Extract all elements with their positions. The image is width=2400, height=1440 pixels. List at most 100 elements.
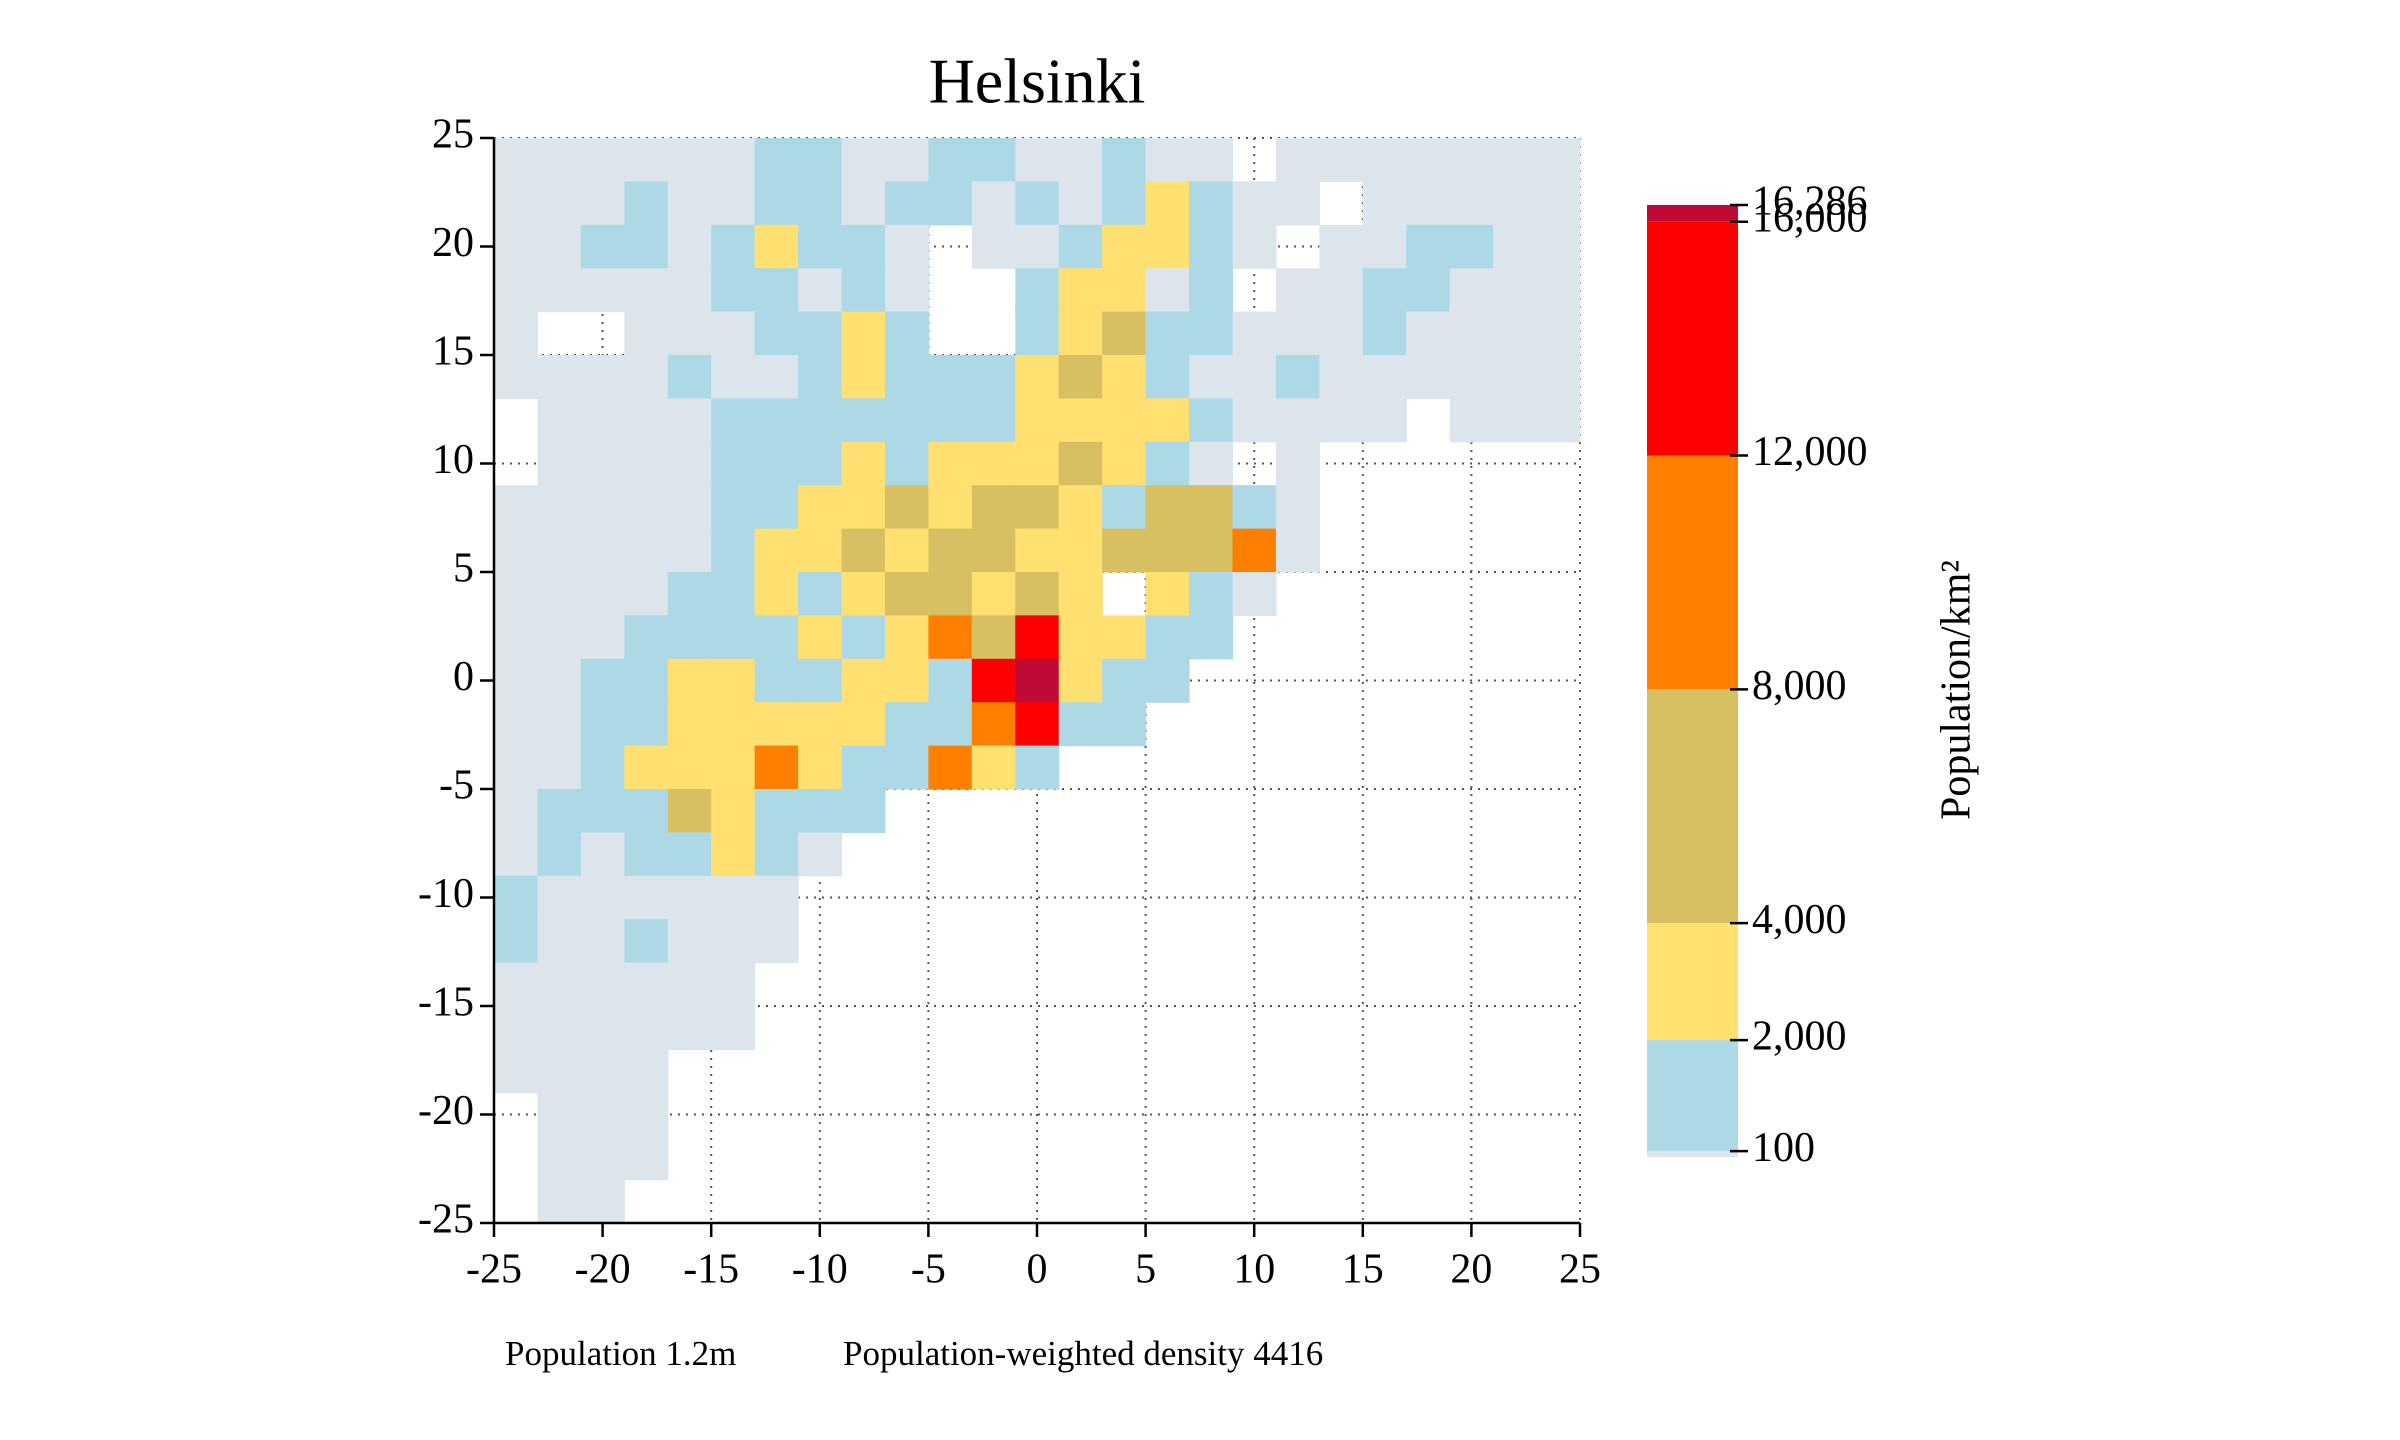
heatmap-cell bbox=[667, 615, 712, 660]
x-tick-label: -15 bbox=[683, 1247, 739, 1293]
heatmap-cell bbox=[580, 832, 625, 877]
heatmap-cell bbox=[1058, 658, 1103, 703]
heatmap-cell bbox=[537, 485, 582, 530]
heatmap-cell bbox=[537, 1049, 582, 1094]
heatmap-cell bbox=[1493, 224, 1538, 269]
heatmap-cell bbox=[580, 789, 625, 833]
heatmap-cell bbox=[1449, 224, 1494, 269]
heatmap-cell bbox=[711, 485, 756, 530]
heatmap-cell bbox=[928, 615, 973, 660]
heatmap-cell bbox=[494, 962, 539, 1007]
heatmap-cell bbox=[841, 268, 886, 313]
heatmap-cell bbox=[1232, 398, 1277, 443]
heatmap-cell bbox=[537, 832, 582, 877]
colorbar-segment bbox=[1647, 689, 1738, 924]
colorbar-tick-label: 16,000 bbox=[1752, 195, 1868, 241]
heatmap-cell bbox=[1102, 311, 1147, 356]
heatmap-cell bbox=[1058, 702, 1103, 747]
heatmap-cell bbox=[1189, 572, 1234, 616]
heatmap-cell bbox=[1493, 311, 1538, 356]
heatmap-cell bbox=[537, 398, 582, 443]
heatmap-cell bbox=[1145, 398, 1190, 443]
heatmap-cell bbox=[1145, 224, 1190, 269]
heatmap-cell bbox=[971, 181, 1016, 226]
heatmap-cell bbox=[1189, 224, 1234, 269]
heatmap-cell bbox=[580, 528, 625, 573]
heatmap-cell bbox=[580, 745, 625, 790]
heatmap-cell bbox=[667, 702, 712, 747]
heatmap-cell bbox=[624, 224, 669, 269]
colorbar-tick-label: 16,286 bbox=[1752, 179, 1868, 225]
heatmap-cell bbox=[1058, 485, 1103, 530]
x-tick-label: -5 bbox=[911, 1247, 946, 1293]
heatmap-cell bbox=[667, 789, 712, 833]
chart-title: Helsinki bbox=[929, 46, 1146, 117]
heatmap-cell bbox=[928, 485, 973, 530]
colorbar-tick-label: 100 bbox=[1752, 1125, 1815, 1171]
heatmap-cell bbox=[667, 875, 712, 920]
heatmap-cell bbox=[754, 658, 799, 703]
heatmap-cell bbox=[1319, 268, 1364, 313]
heatmap-cell bbox=[580, 398, 625, 443]
colorbar-tick-label: 8,000 bbox=[1752, 663, 1847, 709]
heatmap-cell bbox=[711, 441, 756, 486]
heatmap-cell bbox=[711, 875, 756, 920]
heatmap-cell bbox=[494, 572, 539, 616]
y-tick-label: 25 bbox=[432, 112, 474, 158]
heatmap-cell bbox=[711, 962, 756, 1007]
heatmap-cell bbox=[537, 702, 582, 747]
heatmap-cell bbox=[841, 745, 886, 790]
heatmap-cell bbox=[1275, 268, 1320, 313]
heatmap-cell bbox=[841, 181, 886, 226]
heatmap-cell bbox=[667, 528, 712, 573]
heatmap-cell bbox=[580, 1049, 625, 1094]
heatmap-cell bbox=[494, 615, 539, 660]
heatmap-cell bbox=[798, 398, 843, 443]
y-tick-label: 15 bbox=[432, 329, 474, 375]
heatmap-cell bbox=[841, 658, 886, 703]
heatmap-cell bbox=[1015, 615, 1060, 660]
heatmap-cell bbox=[1536, 224, 1581, 269]
heatmap-cell bbox=[1319, 311, 1364, 356]
heatmap-cell bbox=[667, 485, 712, 530]
heatmap-cell bbox=[928, 572, 973, 616]
colorbar-segment bbox=[1647, 205, 1738, 222]
heatmap-cell bbox=[884, 528, 929, 573]
heatmap-cell bbox=[754, 441, 799, 486]
heatmap-cell bbox=[580, 441, 625, 486]
colorbar-tick-label: 2,000 bbox=[1752, 1014, 1847, 1060]
heatmap-cell bbox=[884, 311, 929, 356]
heatmap-cell bbox=[971, 355, 1016, 399]
heatmap-cell bbox=[580, 962, 625, 1007]
heatmap-cell bbox=[1015, 745, 1060, 790]
heatmap-cell bbox=[798, 485, 843, 530]
heatmap-cell bbox=[1232, 572, 1277, 616]
heatmap-cell bbox=[928, 138, 973, 182]
heatmap-cell bbox=[1275, 485, 1320, 530]
heatmap-cell bbox=[580, 702, 625, 747]
heatmap-cell bbox=[754, 528, 799, 573]
heatmap-cell bbox=[1102, 398, 1147, 443]
heatmap-cell bbox=[711, 919, 756, 964]
heatmap-cell bbox=[1232, 224, 1277, 269]
heatmap-cell bbox=[1058, 355, 1103, 399]
heatmap-cell bbox=[1362, 224, 1407, 269]
heatmap-cell bbox=[580, 658, 625, 703]
heatmap-cell bbox=[711, 181, 756, 226]
heatmap-cell bbox=[667, 745, 712, 790]
heatmap-cell bbox=[1058, 311, 1103, 356]
heatmap-cell bbox=[624, 1136, 669, 1181]
heatmap-cell bbox=[1058, 224, 1103, 269]
heatmap-cell bbox=[1015, 485, 1060, 530]
heatmap-cell bbox=[667, 268, 712, 313]
heatmap-cell bbox=[580, 181, 625, 226]
heatmap-cell bbox=[1319, 398, 1364, 443]
heatmap-cell bbox=[841, 138, 886, 182]
heatmap-cell bbox=[1145, 311, 1190, 356]
heatmap-cell bbox=[494, 138, 539, 182]
heatmap-cell bbox=[1145, 528, 1190, 573]
heatmap-cell bbox=[1362, 138, 1407, 182]
heatmap-cell bbox=[624, 875, 669, 920]
heatmap-cell bbox=[798, 224, 843, 269]
heatmap-cell bbox=[798, 745, 843, 790]
